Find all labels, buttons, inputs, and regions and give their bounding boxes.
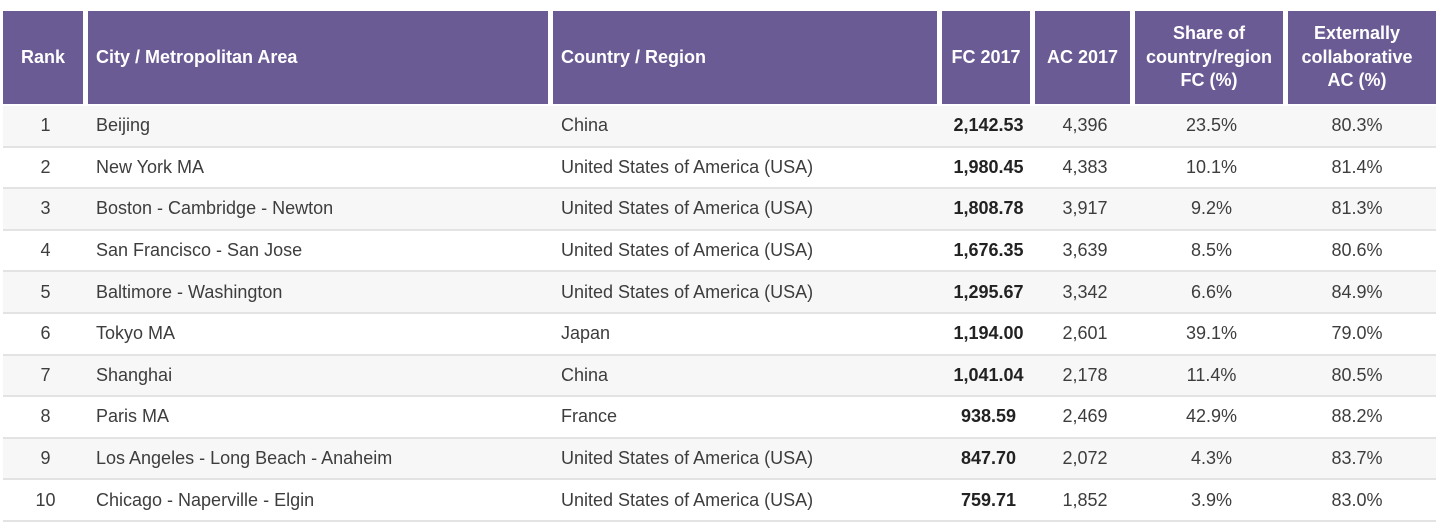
cell-city: Paris MA [88,397,553,439]
cell-country: China [553,356,942,398]
cell-city: Beijing [88,106,553,148]
cell-share_of_country_region_fc_pct: 10.1% [1135,148,1288,190]
cell-share_of_country_region_fc_pct: 11.4% [1135,356,1288,398]
cell-fc_2017: 1,808.78 [942,189,1035,231]
cell-ac_2017: 2,178 [1035,356,1135,398]
cell-city: Shanghai [88,356,553,398]
cell-share_of_country_region_fc_pct: 39.1% [1135,314,1288,356]
city-ranking-table: Rank City / Metropolitan Area Country / … [3,11,1436,522]
cell-rank: 8 [3,397,88,439]
cell-rank: 4 [3,231,88,273]
cell-rank: 6 [3,314,88,356]
cell-rank: 9 [3,439,88,481]
table-row: 6 Tokyo MA Japan 1,194.00 2,601 39.1% 79.0% [3,313,1436,356]
cell-city: San Francisco - San Jose [88,231,553,273]
cell-rank: 7 [3,356,88,398]
cell-ac_2017: 3,639 [1035,231,1135,273]
cell-city: New York MA [88,148,553,190]
table-row: 7 Shanghai China 1,041.04 2,178 11.4% 80.5% [3,355,1436,398]
column-header-share-of-country-region-fc: Share of country/region FC (%) [1135,11,1288,106]
cell-externally_collaborative_ac_pct: 81.3% [1288,189,1436,231]
cell-share_of_country_region_fc_pct: 8.5% [1135,231,1288,273]
column-header-rank: Rank [3,11,88,106]
cell-externally_collaborative_ac_pct: 80.5% [1288,356,1436,398]
cell-rank: 1 [3,106,88,148]
column-header-city-metropolitan-area: City / Metropolitan Area [88,11,553,106]
cell-externally_collaborative_ac_pct: 80.3% [1288,106,1436,148]
cell-city: Tokyo MA [88,314,553,356]
column-header-country-region: Country / Region [553,11,942,106]
cell-externally_collaborative_ac_pct: 84.9% [1288,272,1436,314]
cell-fc_2017: 759.71 [942,480,1035,522]
cell-ac_2017: 4,383 [1035,148,1135,190]
cell-ac_2017: 2,469 [1035,397,1135,439]
table-row: 1 Beijing China 2,142.53 4,396 23.5% 80.3% [3,106,1436,148]
cell-country: China [553,106,942,148]
table-row: 8 Paris MA France 938.59 2,469 42.9% 88.2% [3,397,1436,439]
table-row: 5 Baltimore - Washington United States of … [3,272,1436,314]
cell-city: Los Angeles - Long Beach - Anaheim [88,439,553,481]
cell-country: United States of America (USA) [553,439,942,481]
cell-fc_2017: 1,041.04 [942,356,1035,398]
cell-fc_2017: 1,295.67 [942,272,1035,314]
cell-rank: 5 [3,272,88,314]
cell-share_of_country_region_fc_pct: 23.5% [1135,106,1288,148]
cell-ac_2017: 3,342 [1035,272,1135,314]
cell-country: United States of America (USA) [553,480,942,522]
cell-fc_2017: 2,142.53 [942,106,1035,148]
table-row: 3 Boston - Cambridge - Newton United State… [3,189,1436,231]
cell-share_of_country_region_fc_pct: 42.9% [1135,397,1288,439]
cell-country: United States of America (USA) [553,189,942,231]
cell-share_of_country_region_fc_pct: 3.9% [1135,480,1288,522]
cell-externally_collaborative_ac_pct: 83.0% [1288,480,1436,522]
cell-country: United States of America (USA) [553,272,942,314]
cell-externally_collaborative_ac_pct: 80.6% [1288,231,1436,273]
cell-rank: 2 [3,148,88,190]
cell-city: Chicago - Naperville - Elgin [88,480,553,522]
table-row: 10 Chicago - Naperville - Elgin United Sta… [3,480,1436,522]
cell-fc_2017: 1,194.00 [942,314,1035,356]
cell-externally_collaborative_ac_pct: 79.0% [1288,314,1436,356]
column-header-ac-2017: AC 2017 [1035,11,1135,106]
cell-ac_2017: 2,072 [1035,439,1135,481]
table-row: 2 New York MA United States of America (US… [3,147,1436,190]
cell-ac_2017: 2,601 [1035,314,1135,356]
cell-fc_2017: 847.70 [942,439,1035,481]
cell-ac_2017: 3,917 [1035,189,1135,231]
cell-country: United States of America (USA) [553,148,942,190]
cell-fc_2017: 938.59 [942,397,1035,439]
cell-fc_2017: 1,676.35 [942,231,1035,273]
table-body: 1 Beijing China 2,142.53 4,396 23.5% 80.3% 2 New… [3,106,1436,522]
cell-externally_collaborative_ac_pct: 83.7% [1288,439,1436,481]
cell-share_of_country_region_fc_pct: 6.6% [1135,272,1288,314]
cell-country: France [553,397,942,439]
column-header-externally-collaborative-ac: Externally collaborative AC (%) [1288,11,1436,106]
table-row: 4 San Francisco - San Jose United States o… [3,230,1436,273]
cell-city: Baltimore - Washington [88,272,553,314]
cell-rank: 3 [3,189,88,231]
cell-share_of_country_region_fc_pct: 9.2% [1135,189,1288,231]
cell-externally_collaborative_ac_pct: 81.4% [1288,148,1436,190]
cell-rank: 10 [3,480,88,522]
cell-city: Boston - Cambridge - Newton [88,189,553,231]
cell-country: Japan [553,314,942,356]
cell-share_of_country_region_fc_pct: 4.3% [1135,439,1288,481]
cell-ac_2017: 1,852 [1035,480,1135,522]
column-header-fc-2017: FC 2017 [942,11,1035,106]
cell-fc_2017: 1,980.45 [942,148,1035,190]
table-row: 9 Los Angeles - Long Beach - Anaheim Unite… [3,438,1436,481]
cell-externally_collaborative_ac_pct: 88.2% [1288,397,1436,439]
cell-country: United States of America (USA) [553,231,942,273]
header-row: Rank City / Metropolitan Area Country / … [3,11,1436,106]
cell-ac_2017: 4,396 [1035,106,1135,148]
